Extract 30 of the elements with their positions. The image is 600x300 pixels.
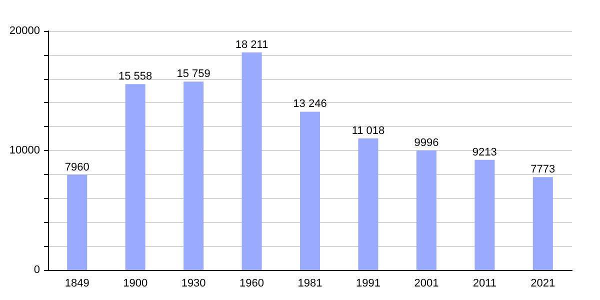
bar xyxy=(184,82,204,270)
bar xyxy=(358,138,378,270)
bar xyxy=(474,160,495,270)
x-tick-label: 2001 xyxy=(414,278,439,290)
bar xyxy=(125,84,146,270)
y-tick-label: 20000 xyxy=(9,25,40,37)
data-label: 15 759 xyxy=(176,68,210,80)
y-tick-label: 0 xyxy=(34,264,40,276)
bar xyxy=(242,52,262,270)
data-label: 7960 xyxy=(64,161,90,174)
x-tick-label: 1849 xyxy=(64,278,90,290)
bar xyxy=(300,112,320,270)
x-tick-label: 1981 xyxy=(298,278,322,290)
data-label: 9996 xyxy=(414,137,439,150)
data-label: 9213 xyxy=(472,146,497,158)
bar xyxy=(416,150,436,270)
x-tick-label: 1900 xyxy=(123,278,148,290)
y-tick-label: 10000 xyxy=(9,144,40,156)
bar xyxy=(67,174,88,270)
data-label: 11 018 xyxy=(352,124,385,137)
x-tick-label: 2021 xyxy=(530,278,556,290)
data-label: 7773 xyxy=(530,164,556,176)
x-tick-label: 1991 xyxy=(356,278,380,290)
x-tick-label: 1960 xyxy=(240,278,264,290)
x-tick-label: 2011 xyxy=(472,278,496,290)
data-label: 18 211 xyxy=(235,38,268,51)
data-label: 15 558 xyxy=(118,70,152,83)
x-tick-label: 1930 xyxy=(181,278,206,290)
bar xyxy=(532,177,553,270)
data-label: 13 246 xyxy=(293,98,327,110)
